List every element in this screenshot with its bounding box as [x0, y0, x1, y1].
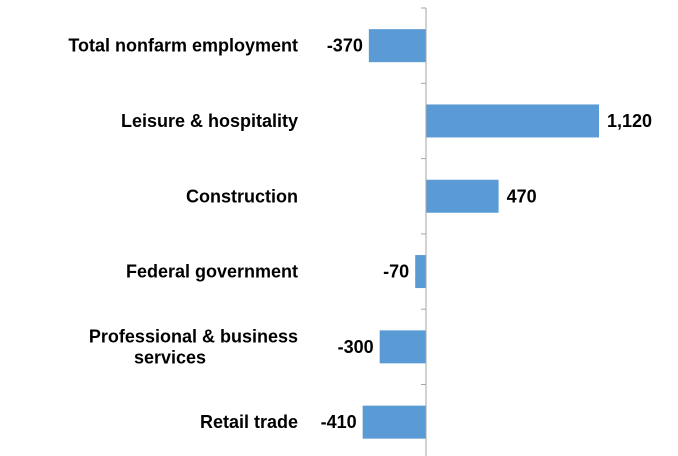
- data-label: -410: [321, 412, 357, 432]
- category-label-line: Construction: [186, 186, 298, 206]
- category-label-line: services: [134, 347, 206, 367]
- category-label-line: Professional & business: [89, 326, 298, 346]
- data-label: -300: [338, 337, 374, 357]
- bar: [379, 330, 426, 364]
- labels-layer: -370 Total nonfarm employment 1,120 Leisure…: [68, 36, 652, 432]
- bar: [368, 29, 426, 63]
- category-label: Leisure & hospitality: [121, 111, 298, 131]
- data-label: 470: [507, 186, 537, 206]
- category-label: Retail trade: [200, 412, 298, 432]
- data-label: -70: [383, 262, 409, 282]
- category-label-line: Total nonfarm employment: [68, 36, 298, 56]
- category-label: Total nonfarm employment: [68, 36, 298, 56]
- category-label-line: Leisure & hospitality: [121, 111, 298, 131]
- data-label: 1,120: [607, 111, 652, 131]
- data-label: -370: [327, 36, 363, 56]
- category-label: Professional & business services: [89, 326, 298, 367]
- bar: [362, 405, 426, 439]
- category-label: Construction: [186, 186, 298, 206]
- bar: [426, 179, 499, 213]
- bar: [415, 255, 426, 289]
- bars-layer: [362, 29, 599, 439]
- category-label-line: Federal government: [126, 262, 298, 282]
- axis-layer: [421, 7, 427, 456]
- category-label-line: Retail trade: [200, 412, 298, 432]
- bar: [426, 104, 599, 138]
- category-label: Federal government: [126, 262, 298, 282]
